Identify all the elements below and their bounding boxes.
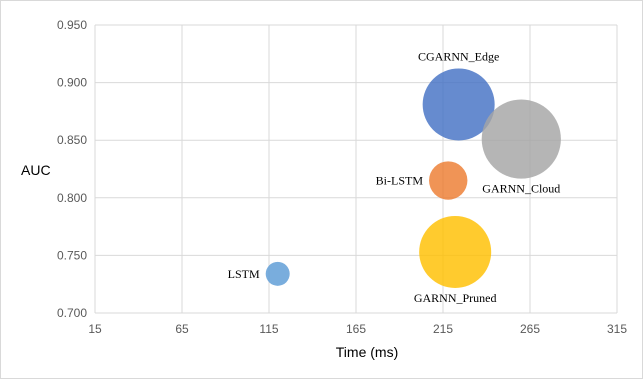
x-tick-label: 215 <box>433 322 453 336</box>
bubble-label: CGARNN_Edge <box>418 49 499 63</box>
bubbles <box>265 68 561 288</box>
bubble-label: Bi-LSTM <box>376 174 424 188</box>
tick-labels: 0.700 0.750 0.800 0.850 0.900 0.950 15 65 115 165… <box>57 18 627 336</box>
bubble-labels: LSTM Bi-LSTM GARNN_Pruned CGARNN_Edge GARNN_… <box>228 49 561 304</box>
bubble-garnn-pruned <box>419 215 492 288</box>
bubble-bi-lstm <box>429 161 468 200</box>
y-tick-label: 0.700 <box>57 306 87 320</box>
bubble-garnn-cloud <box>481 99 561 179</box>
x-axis-title: Time (ms) <box>336 344 398 360</box>
x-tick-label: 315 <box>607 322 627 336</box>
x-tick-label: 265 <box>520 322 540 336</box>
x-tick-label: 165 <box>346 322 366 336</box>
y-axis-title: AUC <box>21 162 51 178</box>
bubble-label: LSTM <box>228 267 260 281</box>
bubble-cgarnn-edge <box>422 68 495 141</box>
y-tick-label: 0.900 <box>57 76 87 90</box>
bubble-label: GARNN_Pruned <box>414 291 497 305</box>
y-tick-label: 0.850 <box>57 133 87 147</box>
bubble-lstm <box>265 261 290 286</box>
x-tick-label: 115 <box>259 322 278 336</box>
bubble-label: GARNN_Cloud <box>482 182 560 196</box>
y-tick-label: 0.750 <box>57 248 87 262</box>
x-tick-label: 15 <box>88 322 102 336</box>
y-tick-label: 0.950 <box>57 18 87 32</box>
y-tick-label: 0.800 <box>57 191 87 205</box>
x-tick-label: 65 <box>175 322 189 336</box>
